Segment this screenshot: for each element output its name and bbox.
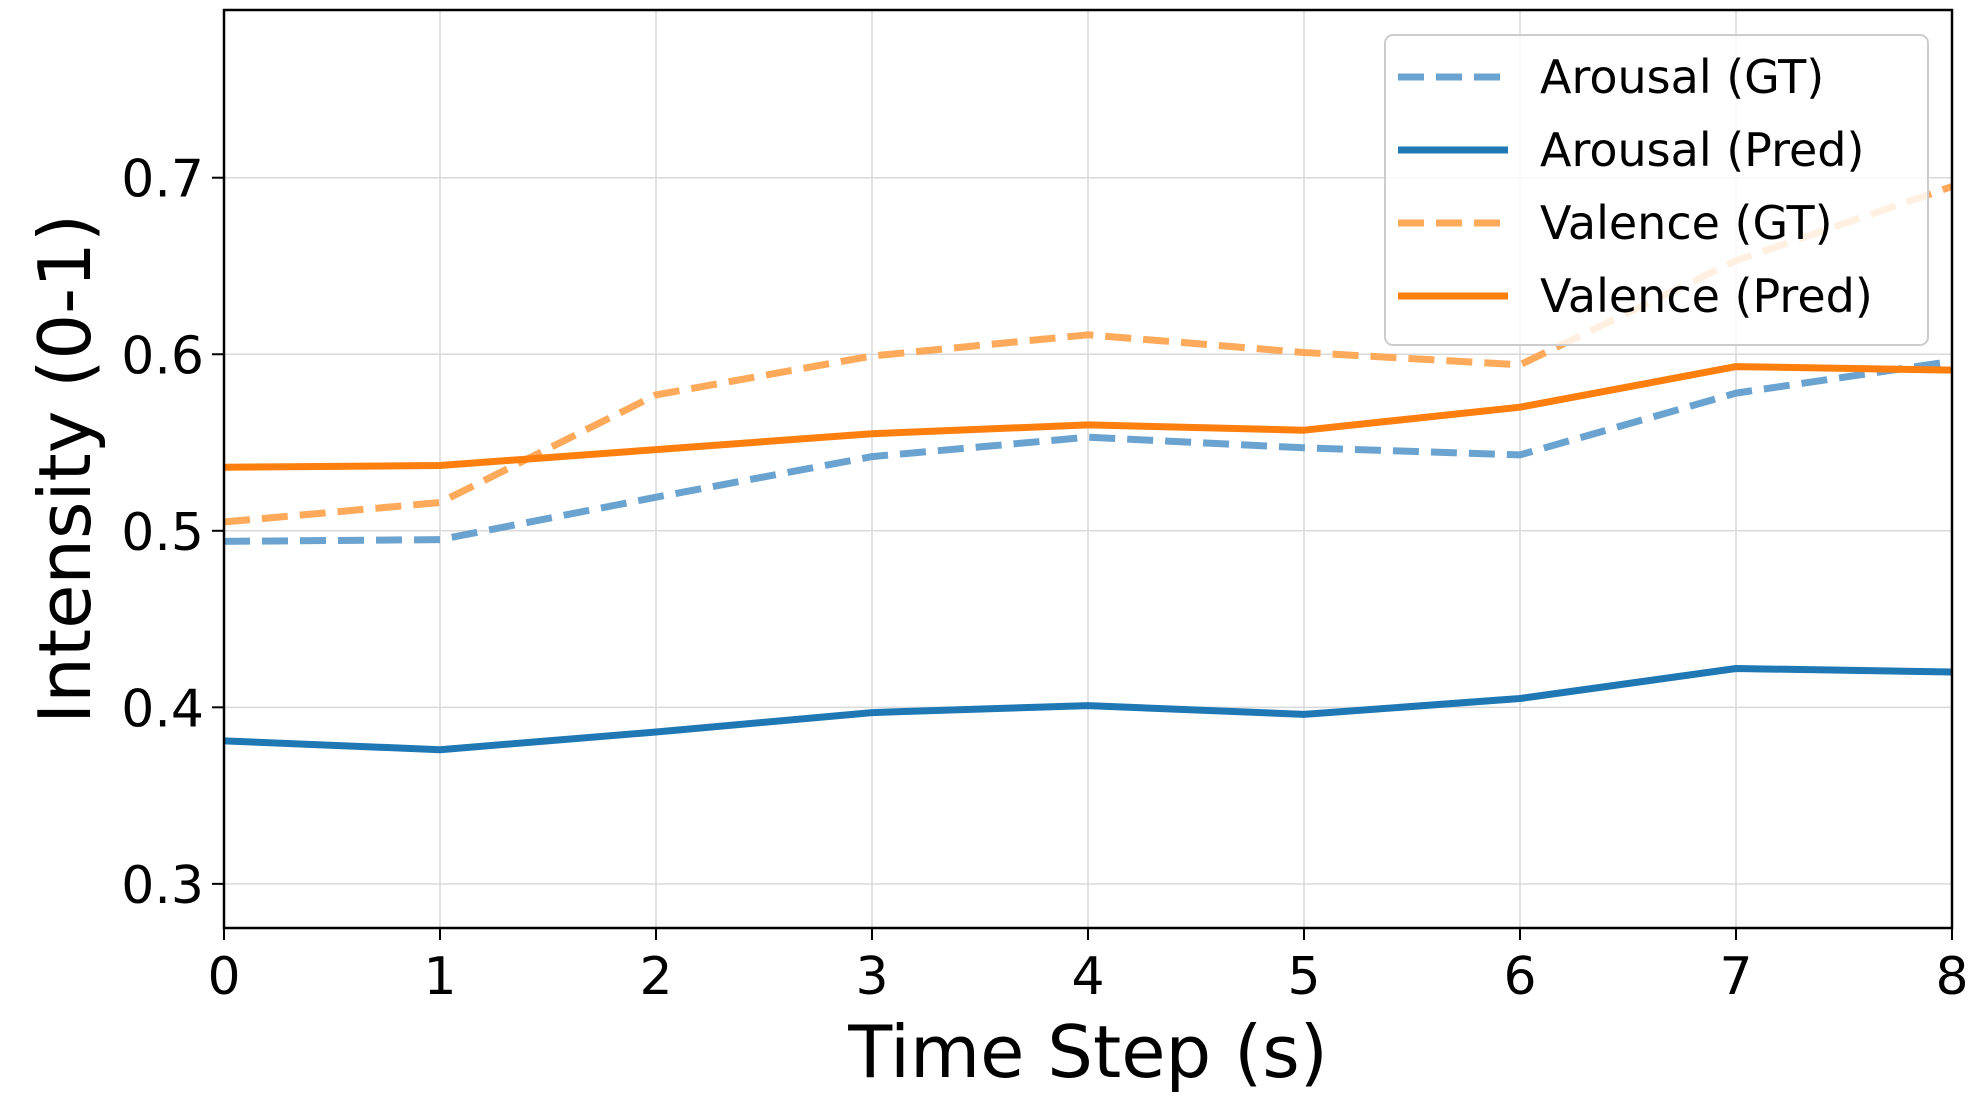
x-tick-label: 2 <box>639 947 672 1007</box>
y-tick-label: 0.7 <box>121 150 204 210</box>
series-line-arousal-pred <box>223 665 1953 754</box>
x-tick-label: 5 <box>1287 947 1320 1007</box>
legend-label: Arousal (GT) <box>1540 50 1824 104</box>
y-tick-label: 0.4 <box>121 679 204 739</box>
y-tick-label: 0.6 <box>121 326 204 386</box>
legend: Arousal (GT) Arousal (Pred) Valence (GT) Va… <box>1384 34 1929 346</box>
series-line-valence-pred <box>223 363 1953 471</box>
x-tick-label: 6 <box>1503 947 1536 1007</box>
x-tick-label: 7 <box>1719 947 1752 1007</box>
legend-label: Valence (GT) <box>1540 196 1833 250</box>
y-tick-label: 0.3 <box>121 856 204 916</box>
legend-box <box>1384 34 1929 346</box>
y-tick-label: 0.5 <box>121 503 204 563</box>
y-axis-label: Intensity (0-1) <box>23 214 107 724</box>
series-line-arousal-gt <box>223 357 1953 545</box>
axis-ticks: 0 1 2 3 4 5 6 7 8 0.3 0.4 0.5 0.6 0.7 <box>121 150 1968 1007</box>
x-tick-label: 3 <box>855 947 888 1007</box>
x-tick-label: 0 <box>207 947 240 1007</box>
legend-label: Arousal (Pred) <box>1540 123 1864 177</box>
x-axis-label: Time Step (s) <box>847 1010 1328 1094</box>
x-tick-label: 8 <box>1935 947 1968 1007</box>
legend-label: Valence (Pred) <box>1540 269 1873 323</box>
x-tick-label: 1 <box>423 947 456 1007</box>
x-tick-label: 4 <box>1071 947 1104 1007</box>
